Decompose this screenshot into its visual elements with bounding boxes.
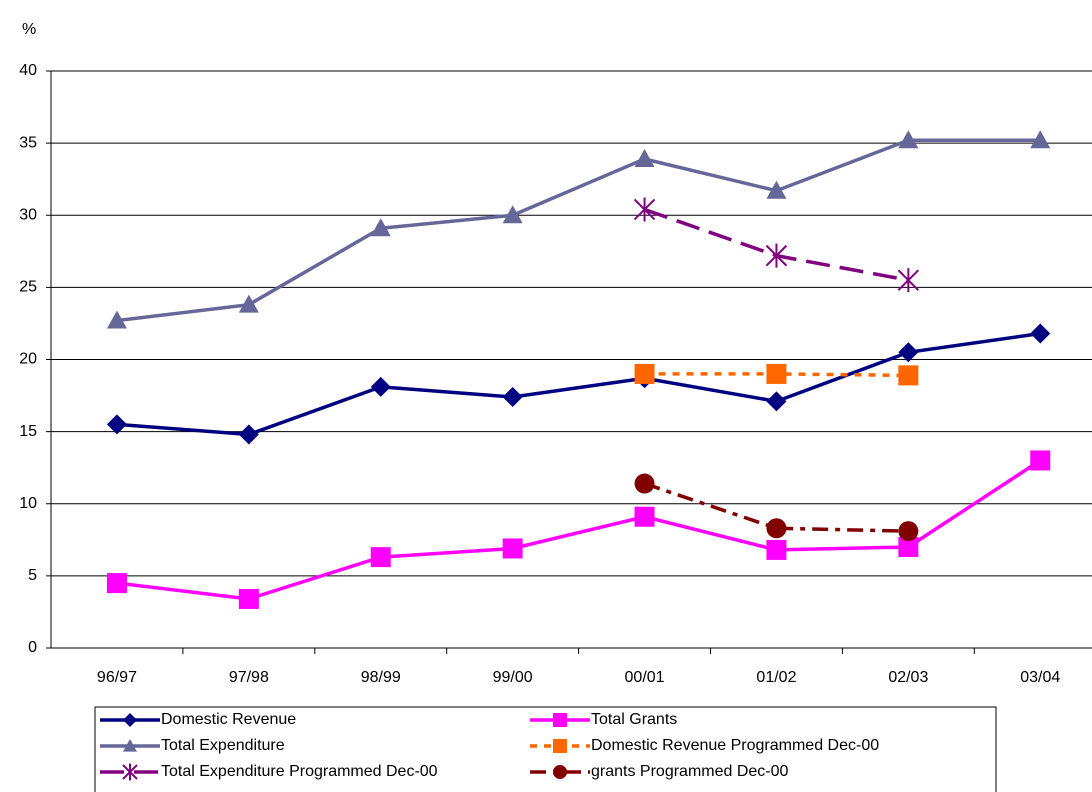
marker [766,391,787,412]
x-tick-label: 98/99 [361,669,401,686]
y-tick-label: 10 [19,495,37,512]
marker [370,547,391,568]
series-line [643,481,909,533]
x-tick-label: 03/04 [1020,669,1060,686]
marker [898,537,919,558]
marker [553,713,567,727]
x-tick-label: 00/01 [625,669,665,686]
y-tick-label: 5 [28,567,37,584]
marker [898,342,919,363]
x-tick-label: 99/00 [493,669,533,686]
marker [106,310,127,329]
marker [634,363,655,384]
marker [106,573,127,594]
series-line [116,331,1041,437]
marker [123,713,137,727]
marker [766,180,787,199]
legend-label: Domestic Revenue [161,711,296,728]
marker [898,521,919,542]
marker [898,365,919,386]
marker [238,424,259,445]
marker [238,294,259,313]
marker [123,739,137,752]
legend-label: Total Expenditure [161,737,285,754]
marker [897,268,920,293]
marker [766,363,787,384]
marker [1030,323,1051,344]
y-tick-label: 15 [19,423,37,440]
series-line [116,459,1042,601]
y-tick-label: 30 [19,206,37,223]
marker [553,739,567,753]
marker [766,518,787,539]
legend-label: grants Programmed Dec-00 [591,763,789,780]
marker [238,588,259,609]
marker [634,148,655,167]
marker [1030,130,1051,149]
marker [634,506,655,527]
marker [122,763,138,781]
marker [634,473,655,494]
x-tick-label: 02/03 [888,669,928,686]
marker [898,130,919,149]
marker [1030,450,1051,471]
x-tick-label: 96/97 [97,669,137,686]
marker [370,218,391,237]
y-tick-label: 0 [28,639,37,656]
marker [370,376,391,397]
marker [502,387,523,408]
marker [553,765,567,779]
series-line [116,138,1041,323]
x-tick-label: 01/02 [756,669,796,686]
legend-label: Total Grants [591,711,677,728]
marker [502,205,523,224]
y-tick-label: 35 [19,134,37,151]
y-tick-label: 25 [19,279,37,296]
marker [765,243,788,268]
legend-label: Total Expenditure Programmed Dec-00 [161,763,438,780]
marker [502,538,523,559]
marker [766,539,787,560]
y-tick-label: 20 [19,351,37,368]
y-tick-label: 40 [19,62,37,79]
marker [106,414,127,435]
marker [633,197,656,222]
legend-label: Domestic Revenue Programmed Dec-00 [591,737,879,754]
x-tick-label: 97/98 [229,669,269,686]
y-axis-label: % [22,21,36,38]
